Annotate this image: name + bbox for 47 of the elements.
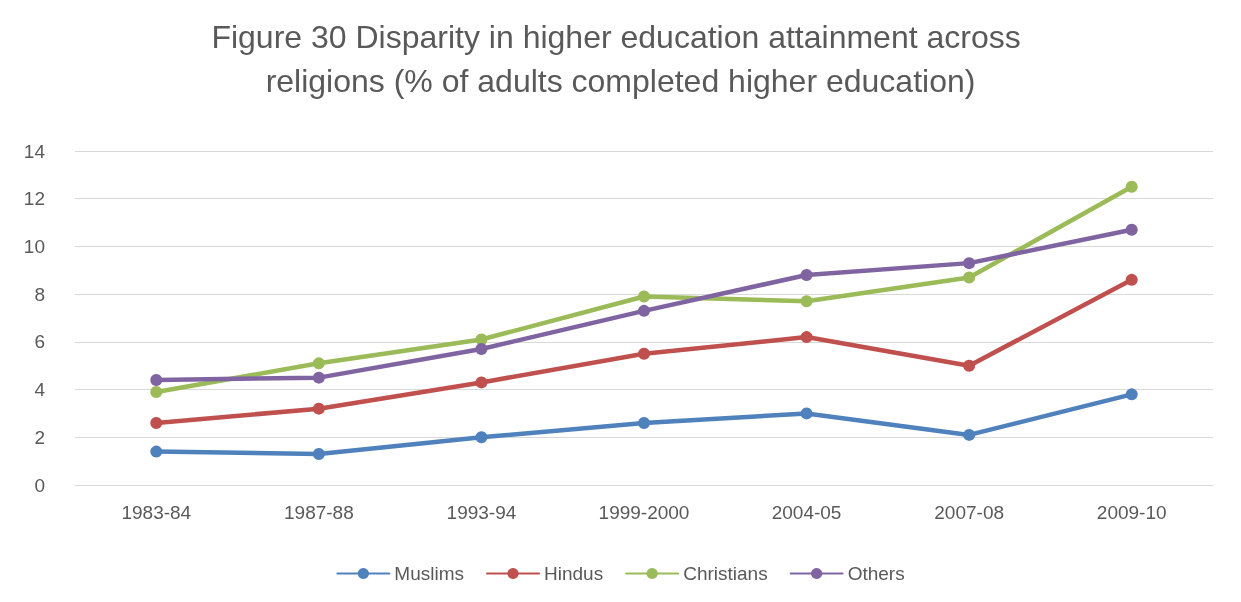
y-tick-label: 6: [34, 331, 45, 353]
y-tick-label: 4: [34, 379, 46, 401]
point: [1125, 223, 1138, 236]
point: [150, 374, 163, 387]
point: [638, 290, 650, 303]
point: [963, 428, 976, 441]
point: [1125, 388, 1138, 401]
point: [1125, 180, 1138, 193]
legend-label: Muslims: [394, 563, 465, 584]
point: [150, 445, 163, 458]
point: [638, 416, 650, 429]
x-tick-label: 1999-2000: [598, 502, 690, 523]
x-tick-label: 2004-05: [771, 502, 842, 523]
x-tick-label: 1983-84: [121, 502, 192, 523]
y-tick-label: 0: [34, 474, 45, 496]
y-tick-label: 10: [23, 235, 45, 257]
y-tick-label: 12: [23, 188, 45, 210]
point: [800, 407, 813, 420]
x-tick-label: 2009-10: [1096, 502, 1167, 523]
chart-title: Figure 30 Disparity in higher education attainment across religions (% of adults completed higher education): [211, 19, 1030, 99]
point: [963, 257, 976, 270]
x-tick-label: 1993-94: [446, 502, 517, 523]
point: [475, 376, 488, 389]
point: [800, 331, 813, 344]
point: [638, 347, 650, 360]
point: [800, 295, 813, 308]
y-tick-label: 8: [34, 283, 45, 305]
point: [1125, 273, 1138, 286]
legend-label: Christians: [683, 563, 768, 584]
point: [475, 431, 488, 444]
legend-label: Others: [847, 563, 905, 584]
y-tick-label: 14: [23, 140, 46, 162]
point: [312, 447, 325, 460]
x-tick-label: 1987-88: [283, 502, 354, 523]
point: [312, 371, 325, 384]
point: [475, 343, 488, 356]
point: [638, 304, 650, 317]
legend-label: Hindus: [544, 563, 604, 584]
x-tick-label: 2007-08: [934, 502, 1005, 523]
point: [150, 416, 163, 429]
y-tick-label: 2: [34, 426, 45, 448]
point: [150, 385, 163, 398]
point: [312, 357, 325, 370]
point: [312, 402, 325, 415]
point: [963, 359, 976, 372]
point: [800, 269, 813, 282]
point: [963, 271, 976, 284]
